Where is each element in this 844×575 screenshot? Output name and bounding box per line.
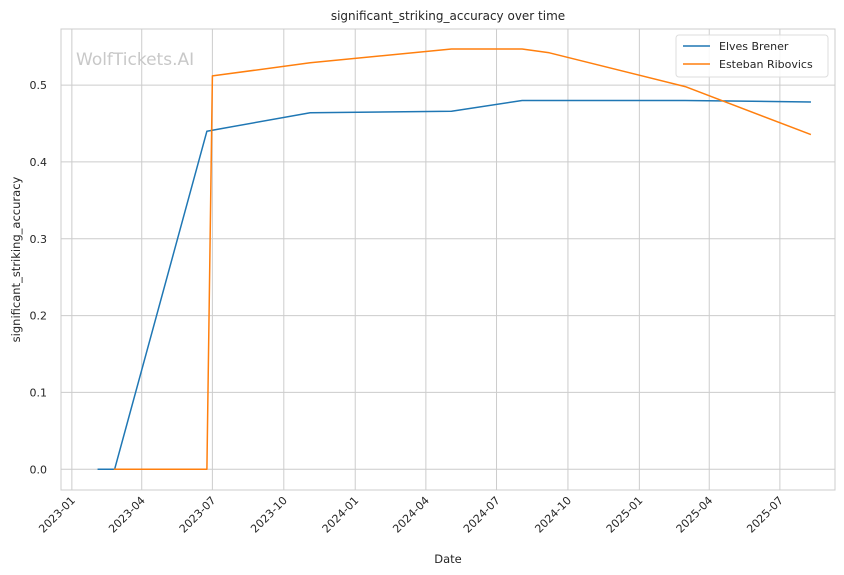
legend-label: Elves Brener: [719, 40, 789, 53]
x-axis-ticks: 2023-01 2023-04 2023-07 2023-10 2024-01 2024-…: [36, 494, 786, 536]
x-tick-label: 2025-01: [604, 494, 646, 536]
chart-title: significant_striking_accuracy over time: [331, 9, 565, 23]
x-tick-label: 2024-04: [390, 494, 432, 536]
plot-frame: [60, 28, 836, 491]
y-axis-label: significant_striking_accuracy: [9, 176, 23, 342]
x-tick-label: 2024-07: [461, 494, 503, 536]
legend-box: [675, 34, 829, 78]
watermark: WolfTickets.AI: [76, 50, 194, 70]
x-tick-label: 2025-07: [744, 494, 786, 536]
series-line-1: [97, 99, 811, 471]
series-layer: [97, 48, 812, 471]
x-tick-label: 2023-04: [106, 494, 148, 536]
x-tick-label: 2024-01: [320, 494, 362, 536]
y-tick-label: 0.4: [30, 156, 48, 169]
legend-label: Esteban Ribovics: [719, 58, 813, 71]
x-tick-label: 2025-04: [674, 494, 716, 536]
y-tick-label: 0.3: [30, 233, 48, 246]
y-tick-label: 0.2: [30, 310, 48, 323]
y-axis-ticks: 0.0 0.1 0.2 0.3 0.4 0.5: [30, 79, 48, 476]
y-tick-label: 0.5: [30, 79, 48, 92]
x-axis-label: Date: [434, 552, 462, 566]
grid: [61, 29, 835, 490]
x-tick-label: 2023-10: [248, 494, 290, 536]
x-tick-label: 2023-01: [36, 494, 78, 536]
legend: Elves Brener Esteban Ribovics: [675, 34, 829, 78]
y-tick-label: 0.1: [30, 386, 48, 399]
series-line-2: [113, 48, 812, 471]
x-tick-label: 2024-10: [532, 494, 574, 536]
x-tick-label: 2023-07: [177, 494, 219, 536]
y-tick-label: 0.0: [30, 463, 48, 476]
